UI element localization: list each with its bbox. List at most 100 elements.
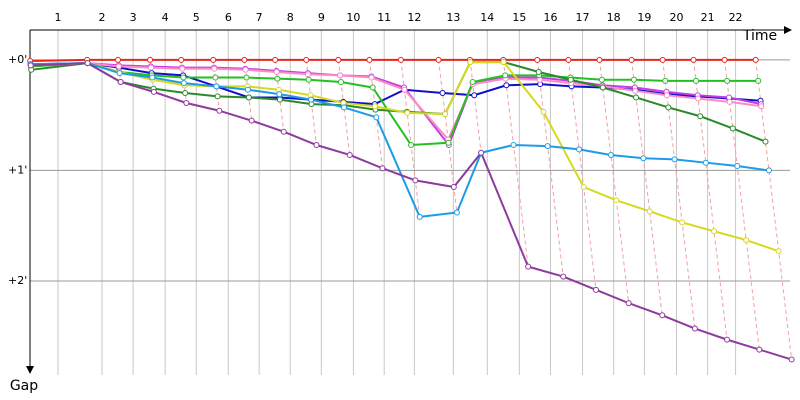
data-point (404, 109, 411, 116)
data-point (214, 93, 221, 100)
data-point (412, 177, 419, 184)
data-point (613, 197, 620, 204)
x-tick-label: 12 (407, 11, 421, 24)
data-point (150, 88, 157, 95)
data-point (691, 325, 698, 332)
x-tick-label: 10 (346, 11, 360, 24)
data-point (500, 59, 507, 66)
data-point (633, 94, 640, 101)
data-point (630, 76, 637, 83)
data-point (580, 184, 587, 191)
data-point (607, 151, 614, 158)
data-point (216, 107, 223, 114)
data-point (397, 56, 404, 63)
data-point (525, 263, 532, 270)
x-tick-label: 11 (377, 11, 391, 24)
x-tick-label: 15 (512, 11, 526, 24)
data-point (147, 64, 154, 71)
data-point (439, 90, 446, 97)
data-point (535, 69, 542, 76)
data-point (695, 95, 702, 102)
y-tick-label: +1' (8, 163, 27, 176)
data-point (305, 76, 312, 83)
data-point (662, 77, 669, 84)
data-point (592, 286, 599, 293)
data-point (408, 142, 415, 148)
series-line (30, 62, 792, 361)
data-point (147, 56, 154, 63)
data-point (368, 74, 375, 81)
series-line (30, 58, 756, 62)
data-point (628, 56, 635, 63)
data-point (471, 92, 478, 99)
data-point (752, 56, 759, 63)
data-point (276, 91, 283, 98)
lap-connector (598, 59, 630, 304)
data-point (337, 78, 344, 85)
data-point (366, 56, 373, 63)
data-point (788, 356, 795, 363)
data-point (502, 72, 509, 79)
x-tick-label: 20 (669, 11, 683, 24)
data-point (211, 65, 218, 72)
data-point (243, 74, 250, 81)
data-point (599, 84, 606, 91)
data-point (724, 77, 731, 84)
y-tick-label: +0' (8, 53, 27, 66)
data-point (467, 59, 474, 66)
data-point (273, 69, 280, 76)
data-point (596, 56, 603, 63)
data-point (453, 209, 460, 216)
data-point (540, 108, 547, 115)
data-point (510, 142, 517, 148)
x-axis-title: Time (742, 28, 777, 44)
data-point (659, 312, 666, 319)
data-point (726, 98, 733, 105)
data-point (632, 87, 639, 94)
data-point (179, 65, 186, 72)
data-point (313, 142, 320, 148)
data-point (241, 56, 248, 63)
data-point (178, 56, 185, 63)
data-point (697, 113, 704, 120)
data-point (659, 56, 666, 63)
x-tick-label: 3 (130, 11, 137, 24)
x-tick-label: 9 (318, 11, 325, 24)
lap-connector (469, 59, 482, 153)
data-point (755, 77, 762, 84)
data-point (435, 56, 442, 63)
x-tick-label: 5 (193, 11, 200, 24)
data-point (272, 56, 279, 63)
data-point (445, 139, 452, 146)
x-tick-label: 18 (607, 11, 621, 24)
x-tick-label: 19 (637, 11, 651, 24)
data-point (180, 80, 187, 87)
data-point (210, 56, 217, 63)
data-point (183, 99, 190, 106)
x-tick-label: 13 (446, 11, 460, 24)
data-point (756, 346, 763, 353)
data-point (663, 92, 670, 99)
x-tick-label: 7 (256, 11, 263, 24)
x-tick-label: 21 (701, 11, 715, 24)
data-point (276, 96, 283, 103)
data-point (692, 77, 699, 84)
data-point (379, 165, 386, 172)
data-point (416, 213, 423, 220)
data-point (576, 146, 583, 153)
data-point (149, 74, 156, 81)
data-point (346, 151, 353, 158)
data-point (724, 336, 731, 343)
data-point (665, 104, 672, 111)
data-point (335, 56, 342, 63)
x-tick-label: 8 (287, 11, 294, 24)
data-point (341, 104, 348, 111)
data-point (625, 300, 632, 307)
x-tick-label: 16 (543, 11, 557, 24)
data-point (213, 83, 220, 90)
data-point (372, 103, 379, 110)
y-axis-title: Gap (10, 378, 38, 394)
data-point (734, 163, 741, 170)
x-tick-label: 6 (225, 11, 232, 24)
